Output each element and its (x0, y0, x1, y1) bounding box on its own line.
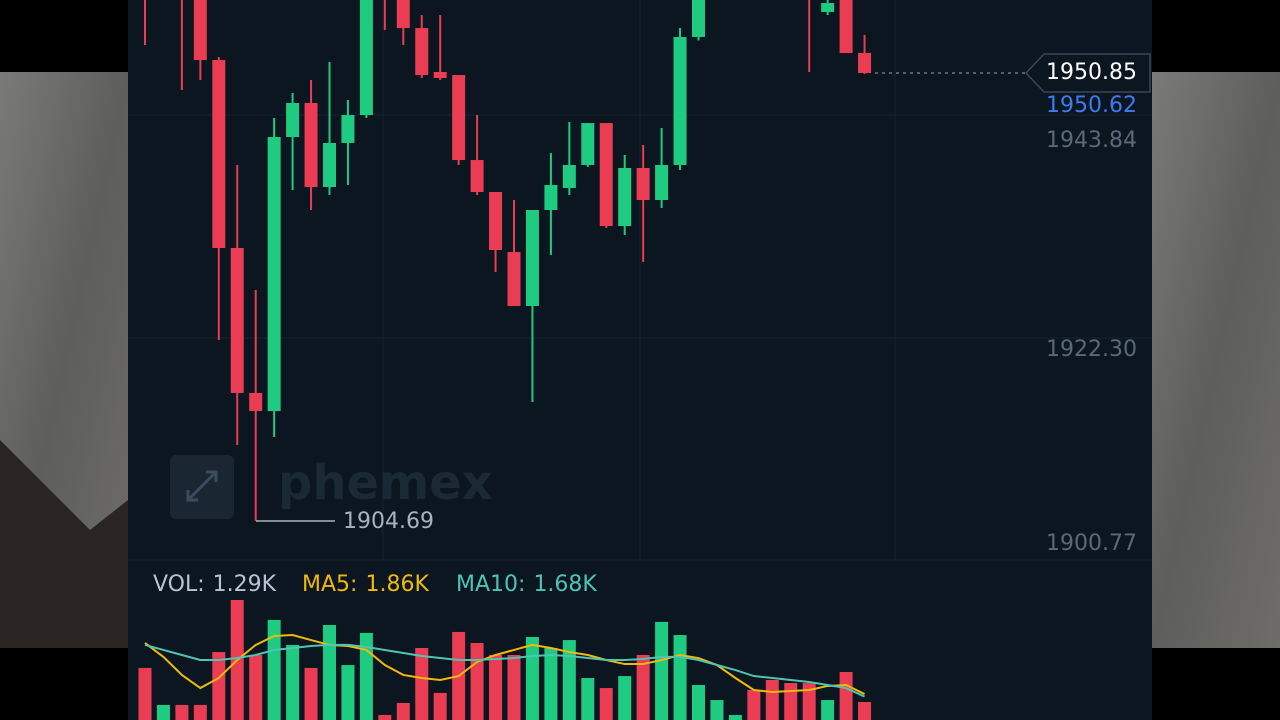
volume-bar (784, 683, 798, 720)
volume-bar (489, 654, 503, 720)
price-plot (144, 0, 872, 521)
volume-bar (359, 632, 373, 720)
price-tag (1024, 53, 1151, 93)
volume-bar (747, 690, 761, 720)
volume-bar (821, 700, 835, 720)
candle-body (507, 252, 521, 307)
volume-bar (378, 714, 392, 720)
candle-body (286, 102, 300, 138)
candle-body (267, 137, 281, 412)
candle-body (489, 191, 503, 251)
candle-body (470, 160, 484, 192)
legend-value: 1.86K (365, 572, 429, 597)
candle-body (673, 36, 687, 165)
volume-bar (655, 621, 669, 720)
candle-body (230, 247, 244, 393)
candle-body (341, 115, 355, 143)
volume-bar (433, 692, 447, 720)
ma-line (144, 634, 865, 695)
volume-bar (636, 654, 650, 720)
candle-body (599, 123, 613, 227)
candle-body (655, 164, 669, 201)
volume-bar (839, 672, 853, 720)
volume-bar (267, 619, 281, 720)
candle-body (396, 0, 410, 29)
photo-object (0, 440, 128, 648)
volume-bar (249, 654, 263, 720)
volume-bar (286, 644, 300, 720)
last-price-label: 1950.85 (1046, 60, 1137, 85)
volume-bar (618, 676, 632, 720)
candle-body (544, 184, 558, 211)
volume-bar (710, 700, 724, 720)
y-tick-label: 1922.30 (1046, 337, 1137, 362)
legend-name: MA5: (302, 572, 357, 597)
volume-bar (765, 679, 779, 720)
volume-bar (212, 652, 226, 720)
mark-price-label: 1950.62 (1046, 93, 1137, 118)
candle-body (525, 210, 539, 307)
volume-bar (193, 704, 207, 720)
y-tick-label: 1943.84 (1046, 128, 1137, 153)
volume-plot (138, 600, 872, 720)
volume-bar (156, 704, 170, 720)
volume-bar (728, 714, 742, 720)
volume-bar (525, 636, 539, 720)
candle-body (636, 168, 650, 201)
candle-body (858, 52, 872, 73)
volume-bar (138, 667, 152, 720)
candle-body (359, 0, 373, 116)
candle-body (212, 59, 226, 248)
legend-value: 1.68K (533, 572, 597, 597)
volume-bar (599, 688, 613, 720)
volume-bar (581, 678, 595, 720)
low-marker-label: 1904.69 (343, 509, 434, 534)
y-tick-label: 1900.77 (1046, 531, 1137, 556)
volume-bar (858, 702, 872, 720)
candle-body (304, 102, 318, 188)
volume-bar (304, 667, 318, 720)
volume-bar (470, 642, 484, 720)
volume-bar (415, 648, 429, 720)
legend-name: VOL: (153, 572, 205, 597)
legend-name: MA10: (456, 572, 525, 597)
overlay: 1943.84 1922.30 1900.77 VOL: 1.29K MA5: 1.86K M… (153, 53, 1151, 597)
volume-bar (544, 648, 558, 720)
volume-bar (507, 654, 521, 720)
volume-bar (175, 704, 189, 720)
watermark: phemex (278, 455, 493, 511)
volume-bar (323, 624, 336, 720)
candle-body (692, 0, 705, 37)
candle-body (452, 75, 466, 161)
candle-body (839, 0, 853, 53)
candle-body (193, 0, 207, 60)
volume-bar (341, 665, 355, 720)
ma-line (144, 643, 865, 698)
expand-button[interactable] (170, 455, 234, 519)
candle-body (618, 168, 632, 227)
candle-body (821, 3, 835, 13)
candle-body (249, 392, 263, 412)
candle-body (415, 28, 429, 76)
legend-value: 1.29K (213, 572, 277, 597)
background-photo-right (1152, 72, 1280, 648)
candle-body (323, 142, 336, 188)
volume-bar (802, 683, 816, 720)
volume-bar (692, 684, 705, 720)
candle-body (433, 72, 447, 79)
volume-bar (562, 640, 576, 720)
candle-body (562, 164, 576, 188)
grid (128, 0, 1152, 561)
volume-bar (673, 635, 687, 720)
candle-body (581, 123, 595, 165)
volume-bar (396, 702, 410, 720)
